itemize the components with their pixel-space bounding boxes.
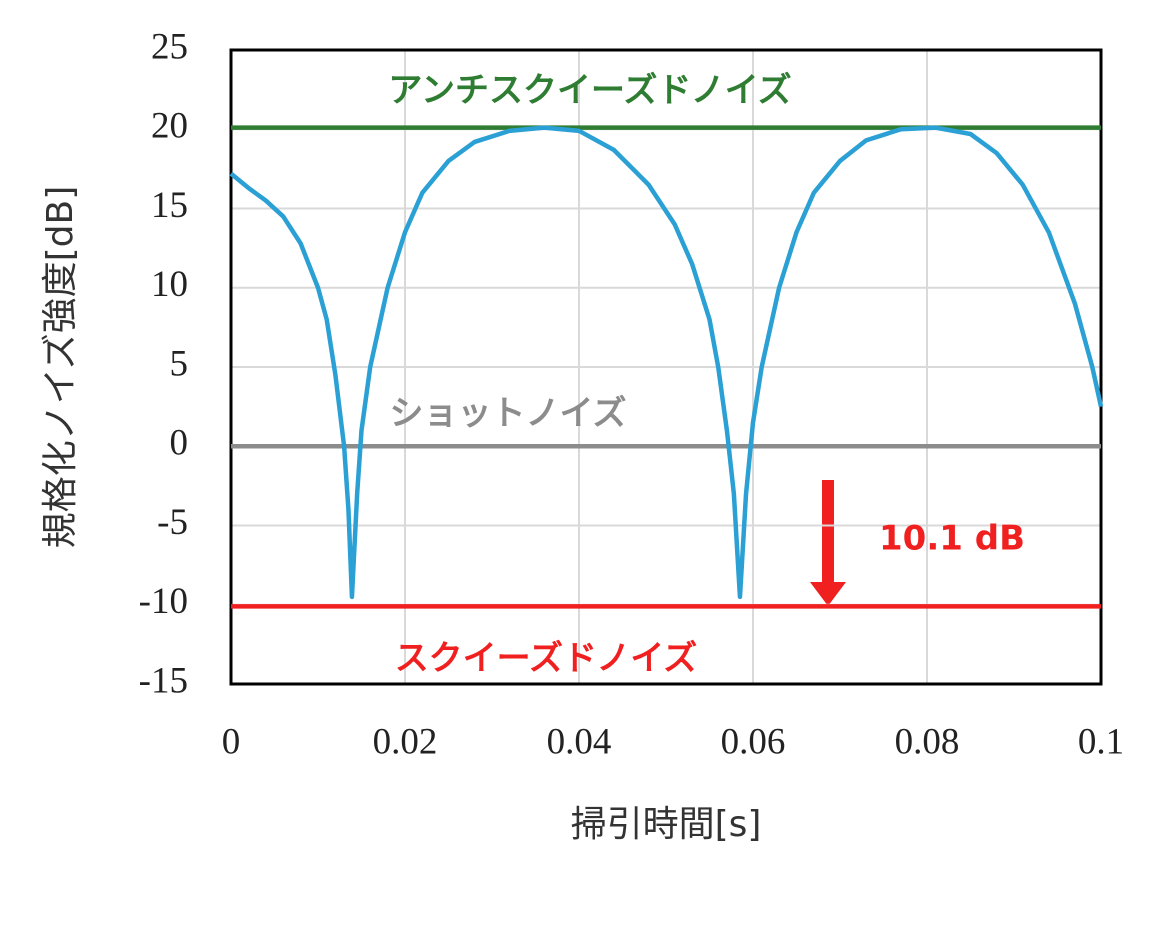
x-axis-label: 掃引時間[s] [571, 804, 762, 845]
x-tick-label: 0.08 [895, 721, 960, 762]
series-label: アンチスクイーズドノイズ [388, 71, 791, 111]
x-tick-label: 0.06 [721, 721, 786, 762]
y-tick-label: 20 [151, 106, 188, 147]
y-tick-label: 10 [151, 264, 188, 305]
plot-frame [229, 48, 1103, 686]
y-tick-label: 25 [151, 26, 188, 67]
series-label: ショットノイズ [390, 394, 627, 434]
arrow [810, 480, 846, 606]
y-tick-label: 0 [170, 423, 189, 464]
y-tick-label: -15 [139, 660, 188, 701]
data-line [229, 125, 1104, 600]
x-tick-label: 0 [222, 721, 241, 762]
annotation: 10.1 dB [879, 519, 1025, 559]
y-tick-label: 15 [151, 185, 188, 226]
x-tick-label: 0.04 [547, 721, 612, 762]
y-tick-label: -10 [139, 581, 188, 622]
y-tick-label: 5 [170, 343, 189, 384]
y-tick-label: -5 [157, 502, 188, 543]
x-tick-label: 0.1 [1078, 721, 1124, 762]
x-tick-label: 0.02 [373, 721, 438, 762]
series-label: スクイーズドノイズ [395, 639, 698, 679]
y-axis-label: 規格化ノイズ強度[dB] [40, 186, 81, 549]
